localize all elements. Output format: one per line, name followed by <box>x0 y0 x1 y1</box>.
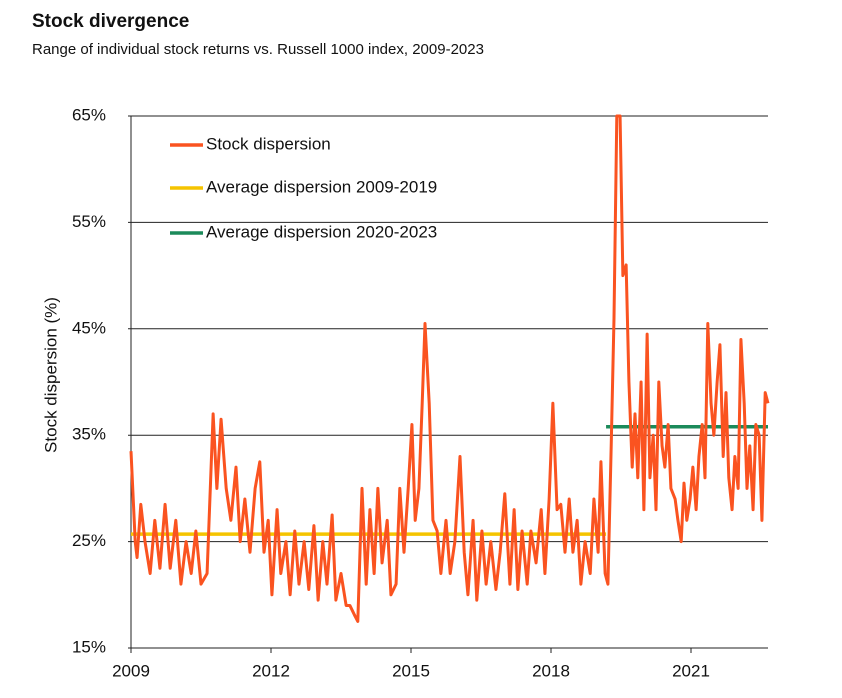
y-tick-label: 25% <box>72 531 106 550</box>
series-line <box>129 114 770 623</box>
x-tick-label: 2015 <box>392 661 430 680</box>
y-tick-label: 65% <box>72 105 106 124</box>
legend-label: Stock dispersion <box>206 134 331 153</box>
y-tick-label: 55% <box>72 212 106 231</box>
y-tick-label: 45% <box>72 318 106 337</box>
chart-title: Stock divergence <box>32 11 189 32</box>
x-tick-label: 2021 <box>672 661 710 680</box>
x-tick-label: 2009 <box>112 661 150 680</box>
x-tick-label: 2012 <box>252 661 290 680</box>
legend-label: Average dispersion 2009-2019 <box>206 177 437 196</box>
chart-subtitle: Range of individual stock returns vs. Ru… <box>32 41 484 58</box>
y-tick-label: 15% <box>72 637 106 656</box>
y-tick-label: 35% <box>72 425 106 444</box>
x-tick-label: 2018 <box>532 661 570 680</box>
y-axis-label: Stock dispersion (%) <box>41 297 60 453</box>
legend-label: Average dispersion 2020-2023 <box>206 222 437 241</box>
